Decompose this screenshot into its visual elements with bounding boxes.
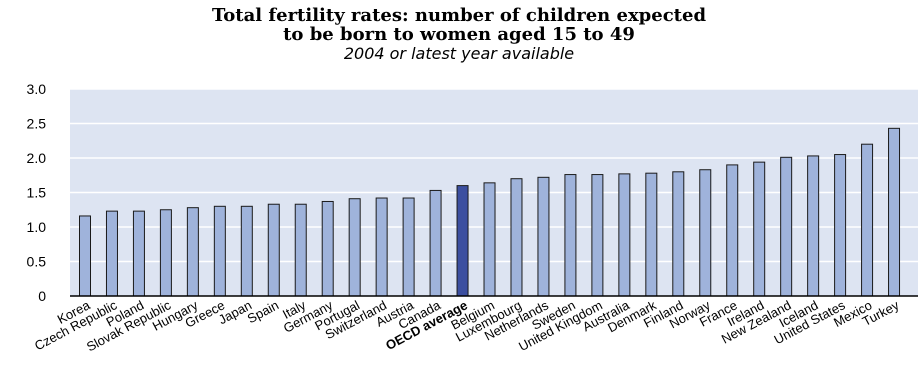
bar (726, 164, 739, 297)
bar (375, 197, 388, 297)
bar (672, 171, 685, 297)
bar (591, 174, 604, 297)
bar (645, 172, 658, 297)
x-tick-label: Spain (245, 297, 281, 326)
bar (699, 169, 712, 297)
bar (861, 143, 874, 297)
bar (807, 155, 820, 297)
y-tick-labels: 0 0.5 1.0 1.5 2.0 2.5 3.0 (27, 81, 47, 304)
bar (834, 154, 847, 297)
bar (618, 173, 631, 297)
y-tick-label: 3.0 (27, 81, 47, 97)
bar (537, 176, 550, 297)
bar (213, 205, 226, 297)
y-tick-label: 0 (38, 288, 46, 304)
bar (159, 209, 172, 297)
bar (240, 205, 253, 297)
bar (402, 197, 415, 297)
y-tick-label: 0.5 (27, 254, 47, 270)
bars (79, 127, 901, 297)
bar (267, 203, 280, 297)
bar (132, 210, 145, 297)
chart-subtitle: 2004 or latest year available (343, 44, 575, 63)
y-tick-label: 2.5 (27, 116, 47, 132)
bar (321, 200, 334, 297)
bar (105, 210, 118, 297)
y-tick-label: 1.0 (27, 219, 47, 235)
bar (429, 189, 442, 297)
bar-oecd-average (456, 185, 469, 297)
y-tick-label: 1.5 (27, 185, 47, 201)
bar (483, 182, 496, 297)
bar (780, 156, 793, 297)
bar (564, 174, 577, 297)
chart-title-line-2: to be born to women aged 15 to 49 (283, 24, 635, 45)
bar (753, 161, 766, 297)
bar (510, 178, 523, 297)
bar (348, 198, 361, 297)
y-tick-label: 2.0 (27, 150, 47, 166)
chart-title-line-1: Total fertility rates: number of childre… (211, 5, 707, 26)
bar (294, 203, 307, 297)
bar (888, 127, 901, 297)
bar (186, 207, 199, 297)
bar (79, 215, 91, 297)
chart-title-block: Total fertility rates: number of childre… (0, 6, 918, 64)
